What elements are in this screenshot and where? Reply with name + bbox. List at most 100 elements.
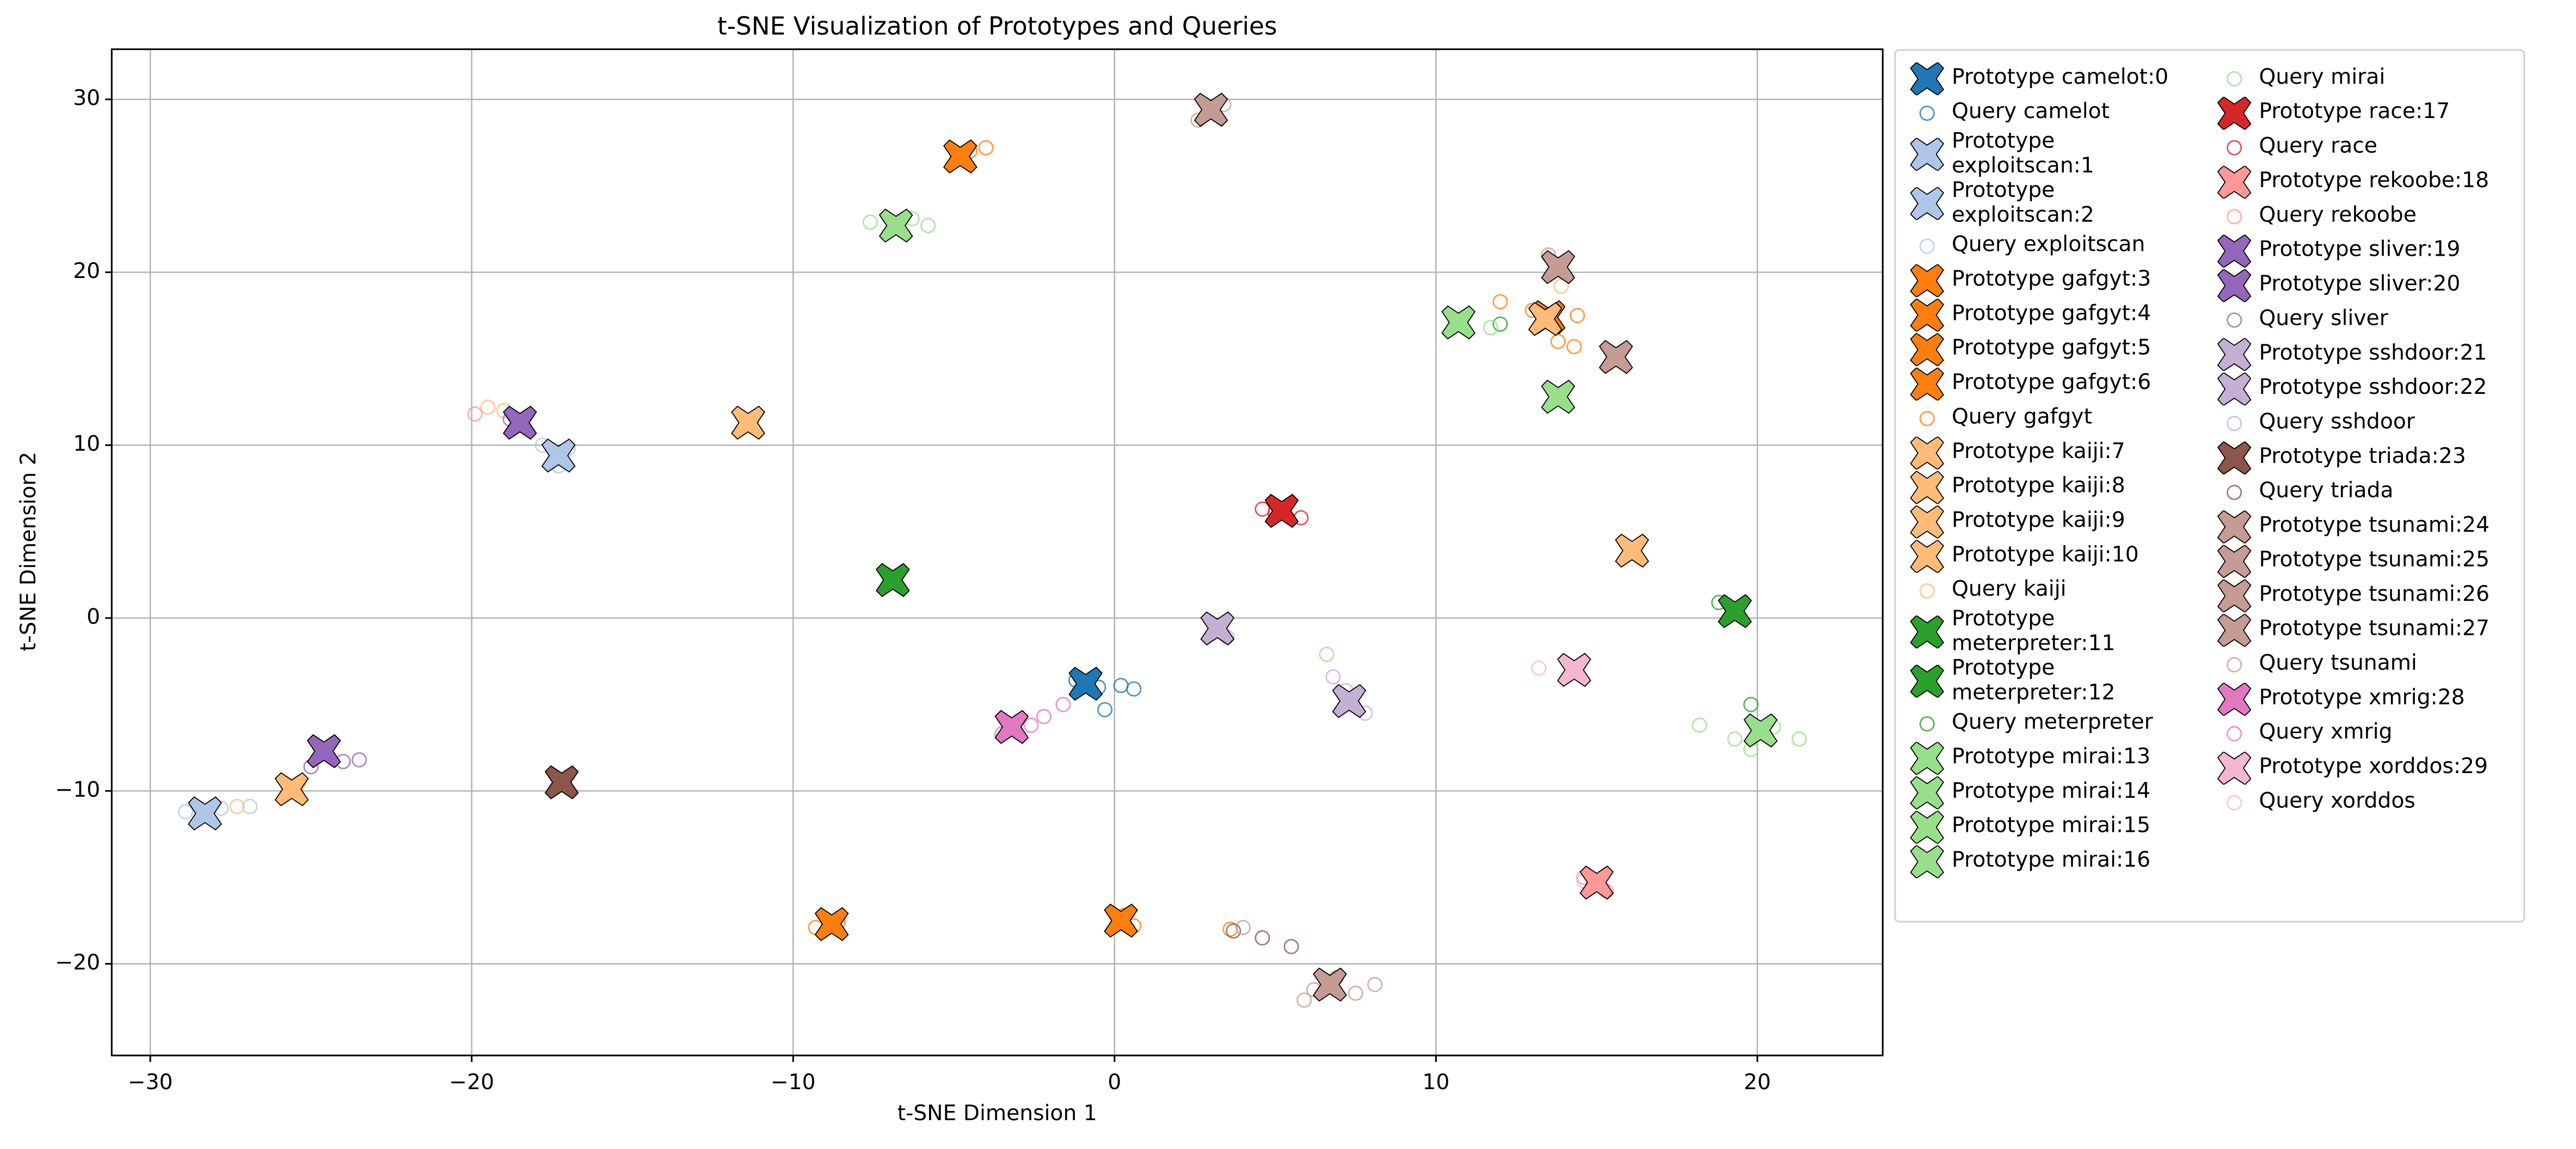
legend-swatch: [1910, 504, 1945, 538]
legend-swatch: [2227, 70, 2242, 86]
legend-label: Prototype kaiji:8: [1951, 474, 2125, 499]
prototype-marker: [1313, 967, 1347, 1002]
query-marker: [862, 214, 878, 230]
legend-label: Query camelot: [1951, 100, 2110, 125]
plot-frame: [110, 48, 1884, 1057]
series: [303, 411, 518, 775]
prototype-marker: [1910, 138, 1945, 171]
prototype-marker: [1615, 533, 1649, 568]
legend-entry: Query xmrig: [2210, 715, 2517, 750]
query-marker: [1296, 992, 1312, 1008]
legend-entry: Prototype tsunami:26: [2210, 578, 2517, 612]
legend: Prototype camelot:0 Query camelot Prototyp…: [1894, 49, 2525, 923]
legend-entry: Prototype race:17: [2210, 95, 2517, 129]
query-marker: [2227, 139, 2242, 155]
legend-swatch: [2227, 139, 2242, 155]
prototype-marker: [1579, 865, 1614, 900]
legend-entry: Prototype gafgyt:4: [1902, 297, 2209, 331]
series: [1541, 379, 1576, 414]
legend-swatch: [1910, 664, 1945, 698]
prototype-marker: [1068, 666, 1103, 701]
query-marker: [1791, 731, 1807, 747]
legend-swatch: [2217, 337, 2252, 370]
prototype-marker: [2217, 165, 2252, 198]
query-marker: [978, 140, 994, 156]
prototype-marker: [2217, 268, 2252, 301]
legend-swatch: [1919, 104, 1935, 120]
legend-swatch: [1910, 298, 1945, 331]
query-marker: [1319, 646, 1335, 662]
legend-label: Query kaiji: [1951, 578, 2067, 603]
legend-label: Prototype meterpreter:11: [1951, 607, 2116, 657]
prototype-marker: [1541, 250, 1576, 285]
legend-label: Query exploitscan: [1951, 233, 2145, 258]
legend-label: Query race: [2259, 134, 2378, 159]
legend-label: Prototype tsunami:24: [2259, 514, 2490, 539]
prototype-marker: [188, 796, 222, 831]
series: [1068, 666, 1103, 701]
legend-entry: Prototype tsunami:27: [2210, 612, 2517, 646]
legend-entry: Prototype gafgyt:6: [1902, 366, 2209, 400]
query-marker: [1492, 316, 1508, 332]
query-marker: [920, 218, 936, 233]
x-tick-label: −20: [449, 1070, 494, 1095]
legend-entry: Prototype sliver:19: [2210, 233, 2517, 267]
legend-column: Prototype camelot:0 Query camelot Prototyp…: [1902, 61, 2209, 911]
legend-entry: Prototype exploitscan:2: [1902, 179, 2209, 228]
legend-label: Prototype mirai:14: [1951, 780, 2151, 805]
legend-label: Query xorddos: [2259, 789, 2415, 814]
legend-entry: Prototype sshdoor:21: [2210, 337, 2517, 371]
legend-label: Prototype sliver:19: [2259, 238, 2461, 263]
legend-label: Prototype tsunami:25: [2259, 548, 2490, 573]
prototype-marker: [306, 734, 341, 769]
legend-entry: Prototype kaiji:9: [1902, 504, 2209, 538]
prototype-marker: [274, 772, 309, 807]
legend-swatch: [2217, 233, 2252, 267]
legend-swatch: [1919, 238, 1935, 254]
series: [1492, 316, 1759, 712]
legend-swatch: [2217, 268, 2252, 301]
prototype-marker: [1264, 493, 1299, 528]
query-marker: [229, 799, 245, 814]
series: [875, 563, 910, 597]
legend-swatch: [2227, 725, 2242, 741]
series: [994, 709, 1029, 744]
prototype-marker: [1910, 61, 1945, 95]
legend-entry: Query tsunami: [2210, 647, 2517, 681]
series: [862, 211, 1807, 757]
legend-entry: Prototype kaiji:7: [1902, 435, 2209, 470]
legend-swatch: [2227, 794, 2242, 810]
query-marker: [1919, 238, 1935, 254]
series: [1528, 301, 1563, 336]
prototype-marker: [1104, 903, 1138, 938]
series: [1200, 611, 1235, 646]
legend-entry: Prototype xorddos:29: [2210, 750, 2517, 784]
x-tick-label: 20: [1744, 1070, 1771, 1095]
prototype-marker: [2217, 751, 2252, 784]
legend-swatch: [2227, 311, 2242, 327]
y-tick-label: −10: [55, 777, 100, 802]
prototype-marker: [875, 563, 910, 597]
query-marker: [1235, 919, 1251, 935]
series: [1599, 339, 1633, 374]
series: [1226, 923, 1299, 954]
prototype-marker: [2217, 544, 2252, 577]
query-marker: [1531, 660, 1547, 676]
legend-label: Query rekoobe: [2259, 203, 2417, 228]
legend-swatch: [1910, 61, 1945, 95]
query-marker: [1226, 923, 1241, 939]
legend-entry: Prototype meterpreter:12: [1902, 657, 2209, 706]
prototype-marker: [2217, 233, 2252, 267]
prototype-marker: [2217, 337, 2252, 370]
prototype-marker: [2217, 96, 2252, 129]
legend-label: Prototype sshdoor:22: [2259, 375, 2487, 401]
legend-entry: Prototype kaiji:8: [1902, 470, 2209, 504]
legend-entry: Query gafgyt: [1902, 400, 2209, 435]
legend-entry: Query sshdoor: [2210, 405, 2517, 440]
legend-swatch: [1919, 715, 1935, 731]
prototype-marker: [1910, 187, 1945, 220]
query-marker: [1550, 333, 1566, 349]
series: [1313, 967, 1347, 1002]
prototype-marker: [1910, 615, 1945, 648]
legend-label: Prototype triada:23: [2259, 444, 2466, 470]
